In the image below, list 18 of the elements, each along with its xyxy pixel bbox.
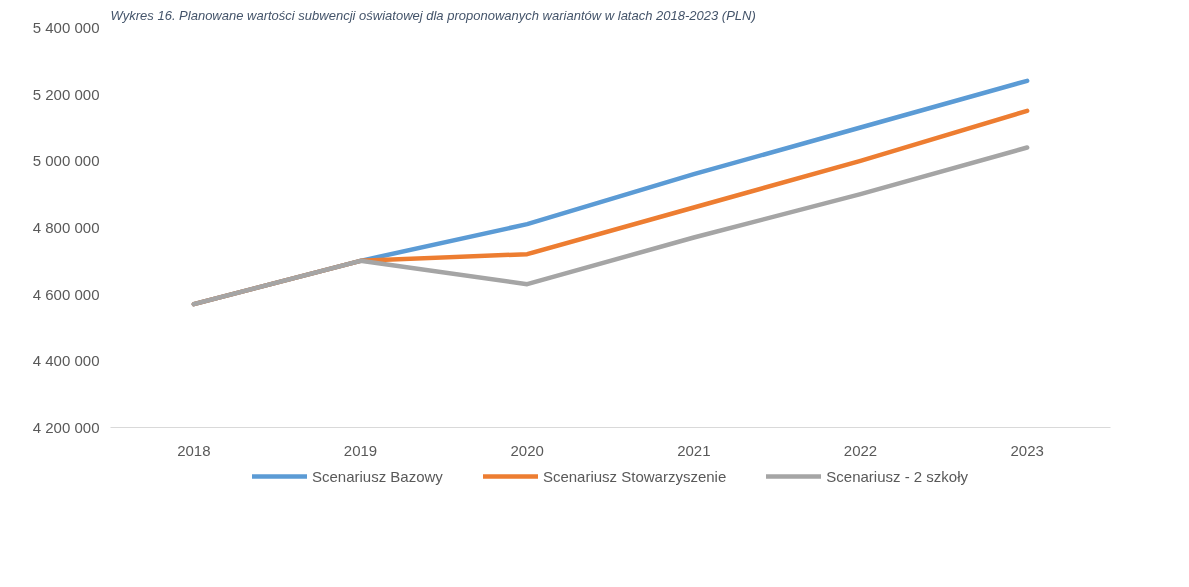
y-tick-label: 5 200 000 xyxy=(32,85,100,103)
x-tick-label: 2018 xyxy=(177,441,211,459)
x-tick-label: 2021 xyxy=(677,441,711,459)
chart-title: Wykres 16. Planowane wartości subwencji oświatowej dla proponowanych wariantów w latach 2018-2023 (PLN) xyxy=(110,7,756,23)
x-tick-label: 2023 xyxy=(1010,441,1044,459)
line-series xyxy=(191,145,1030,307)
y-tick-label: 4 800 000 xyxy=(32,219,100,236)
x-tick-label: 2022 xyxy=(843,441,878,459)
y-tick-label: 4 200 000 xyxy=(32,419,100,436)
x-tick-label: 2020 xyxy=(510,441,544,459)
y-tick-label: 5 400 000 xyxy=(32,19,100,36)
legend-label: Scenariusz Bazowy xyxy=(311,467,443,485)
legend-label: Scenariusz - 2 szkoły xyxy=(826,467,969,485)
legend-label: Scenariusz Stowarzyszenie xyxy=(542,467,727,485)
y-tick-label: 4 400 000 xyxy=(32,352,100,370)
y-tick-label: 5 000 000 xyxy=(32,152,100,170)
x-tick-label: 2019 xyxy=(343,441,378,459)
y-tick-label: 4 600 000 xyxy=(32,285,100,303)
